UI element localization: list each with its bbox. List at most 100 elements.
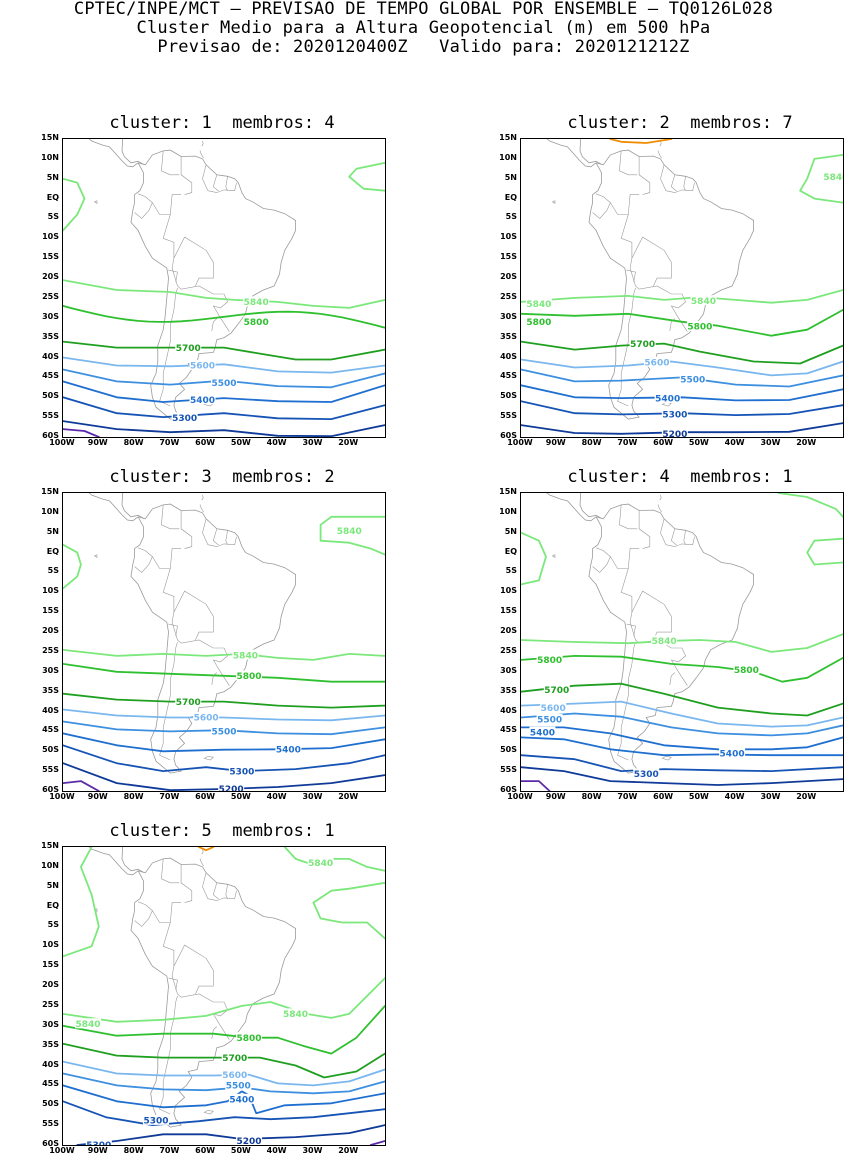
island — [203, 1110, 214, 1115]
country-border — [669, 672, 676, 685]
lon-tick-label: 100W — [49, 438, 75, 447]
contour-5800 — [63, 1004, 385, 1055]
contour-5400 — [63, 380, 385, 403]
lat-tick-label: 10N — [41, 860, 59, 870]
contour-label-bg — [75, 1018, 102, 1029]
lat-tick-label: 5N — [504, 526, 517, 536]
lon-tick-label: 70W — [617, 792, 638, 801]
island — [93, 554, 98, 558]
contour-label-bg — [733, 664, 760, 675]
map-plot: 5840 5840 5800 5700 5600 5500 5400 5300 5200 — [62, 492, 386, 792]
contour-label: 5500 — [537, 716, 562, 726]
contour-label: 5800 — [244, 318, 269, 328]
lon-tick-label: 90W — [87, 1146, 108, 1155]
contour-label-bg — [822, 171, 843, 182]
lat-tick-label: 55S — [500, 411, 517, 421]
coastline — [130, 857, 297, 1128]
contour-label-bg — [236, 1032, 263, 1043]
island — [659, 140, 662, 147]
country-border — [620, 568, 672, 641]
lon-tick-label: 50W — [688, 438, 709, 447]
country-border — [134, 202, 153, 219]
contour-label-bg — [232, 649, 259, 660]
contour-5300 — [521, 754, 843, 773]
country-border — [212, 882, 219, 900]
contour-5840 — [521, 531, 547, 586]
contour-label: 5300 — [172, 414, 197, 424]
contour-label: 5600 — [190, 362, 215, 372]
coastline — [579, 139, 602, 165]
lat-tick-label: 25S — [500, 291, 517, 301]
contour-label-bg — [543, 684, 570, 695]
contour-5400 — [521, 726, 843, 751]
contour-5200 — [521, 766, 843, 786]
country-border — [134, 556, 153, 573]
country-border — [619, 150, 638, 176]
contour-label: 5600 — [222, 1071, 247, 1081]
main-title: CPTEC/INPE/MCT – PREVISAO DE TEMPO GLOBA… — [73, 0, 774, 19]
lon-tick-label: 100W — [507, 438, 533, 447]
country-border — [180, 510, 193, 549]
lon-tick-label: 50W — [688, 792, 709, 801]
contour-label: 5300 — [662, 411, 687, 421]
contour-5600 — [521, 700, 843, 728]
lon-tick-label: 80W — [123, 792, 144, 801]
contour-label: 5300 — [634, 770, 659, 780]
contour-label: 5400 — [655, 395, 680, 405]
country-border — [202, 872, 237, 901]
country-border — [202, 518, 237, 547]
lat-tick-label: 10S — [42, 232, 59, 242]
country-border — [171, 966, 228, 1017]
contour-label: 5200 — [662, 430, 687, 437]
lat-tick-label: 5S — [505, 566, 517, 576]
contour-label: 5400 — [229, 1096, 254, 1106]
coastline — [579, 493, 602, 519]
country-border — [168, 977, 178, 991]
lat-tick-label: 10N — [41, 152, 59, 162]
contour-5400 — [63, 1084, 385, 1115]
geopotential-map: 5840 5800 5700 5600 5500 5400 5300 — [63, 139, 385, 437]
contour-label: 5800 — [734, 666, 759, 676]
contour-label: 5600 — [194, 714, 219, 724]
panel-title: cluster: 1 membros: 4 — [109, 113, 335, 133]
contour-5800 — [63, 662, 385, 683]
country-border — [619, 504, 638, 530]
contour-label-bg — [679, 373, 706, 384]
lon-tick-label: 20W — [796, 792, 817, 801]
lat-tick-label: EQ — [46, 192, 59, 202]
lat-tick-label: EQ — [46, 900, 59, 910]
contour-label: 5800 — [687, 323, 712, 333]
lon-tick-label: 70W — [159, 1146, 180, 1155]
contour-5600 — [63, 356, 385, 374]
contour-label: 5840 — [337, 527, 362, 537]
lon-tick-label: 40W — [266, 438, 287, 447]
subtitle: Cluster Medio para a Altura Geopotencial… — [136, 18, 711, 38]
contour-label-bg — [171, 412, 198, 423]
country-border — [180, 156, 193, 195]
country-border — [660, 164, 695, 193]
lon-tick-label: 20W — [338, 1146, 359, 1155]
contour-label-bg — [175, 696, 202, 707]
contour-label-bg — [282, 1008, 309, 1019]
lon-tick-label: 80W — [123, 438, 144, 447]
contour-5300 — [63, 1100, 385, 1127]
contour-5700 — [63, 692, 385, 709]
contour-label: 5800 — [537, 656, 562, 666]
lat-tick-label: 25S — [42, 999, 59, 1009]
country-border — [626, 623, 636, 637]
country-border — [671, 305, 688, 332]
contour-label-bg — [629, 338, 656, 349]
lat-tick-label: 5N — [46, 172, 59, 182]
contour-label: 5700 — [544, 686, 569, 696]
country-border — [629, 258, 686, 309]
contour-label: 5840 — [526, 300, 551, 310]
contour-5100 — [521, 780, 551, 791]
country-border — [162, 922, 214, 995]
country-border — [670, 528, 677, 546]
lat-tick-label: 20S — [500, 626, 517, 636]
contour-5600 — [63, 1060, 385, 1087]
coastline — [588, 503, 755, 774]
contour-5840 — [63, 847, 100, 958]
